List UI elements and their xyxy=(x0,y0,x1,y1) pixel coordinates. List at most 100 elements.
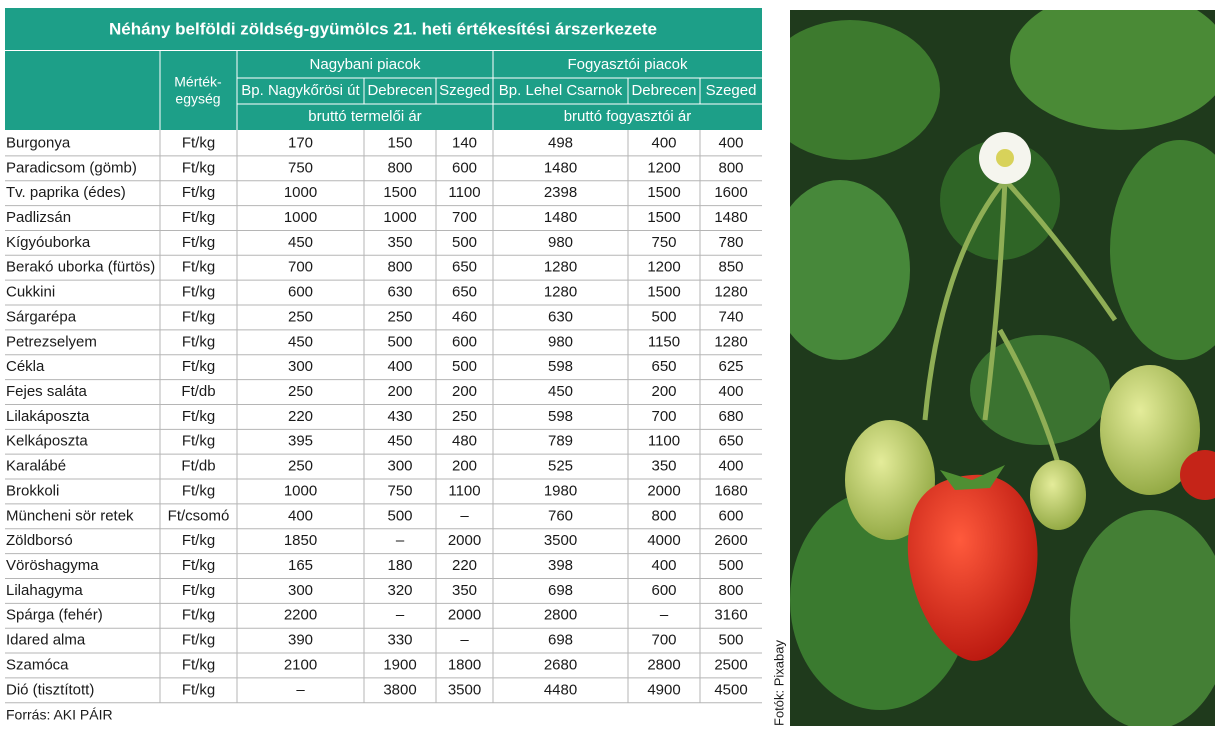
price: 250 xyxy=(288,308,313,325)
price: 1480 xyxy=(544,159,577,176)
item-name: Berakó uborka (fürtös) xyxy=(6,259,155,276)
price: 600 xyxy=(288,284,313,301)
price: 300 xyxy=(288,582,313,599)
item-name: Cukkini xyxy=(6,284,55,301)
price: – xyxy=(396,532,405,549)
price: 625 xyxy=(718,358,743,375)
price: 2800 xyxy=(544,607,577,624)
price: 400 xyxy=(387,358,412,375)
group-header: Fogyasztói piacok xyxy=(567,56,688,73)
item-name: Sárgarépa xyxy=(6,308,77,325)
price: 3500 xyxy=(448,681,481,698)
item-name: Karalábé xyxy=(6,458,66,475)
column-header: Szeged xyxy=(439,82,490,99)
price: 698 xyxy=(548,582,573,599)
price: 2000 xyxy=(448,532,481,549)
unit: Ft/kg xyxy=(182,358,215,375)
item-name: Tv. paprika (édes) xyxy=(6,184,126,201)
price: 398 xyxy=(548,557,573,574)
price: 598 xyxy=(548,408,573,425)
price: 150 xyxy=(387,134,412,151)
price: 1280 xyxy=(714,333,747,350)
price: 700 xyxy=(288,259,313,276)
unit: Ft/db xyxy=(181,383,215,400)
price: 980 xyxy=(548,333,573,350)
price: 3500 xyxy=(544,532,577,549)
price: 1680 xyxy=(714,482,747,499)
price: – xyxy=(660,607,669,624)
price: 350 xyxy=(452,582,477,599)
price: 330 xyxy=(387,632,412,649)
price: 250 xyxy=(288,383,313,400)
price: 1800 xyxy=(448,656,481,673)
price: – xyxy=(296,681,305,698)
price: 980 xyxy=(548,234,573,251)
unit: Ft/kg xyxy=(182,607,215,624)
price: 850 xyxy=(718,259,743,276)
price: – xyxy=(460,507,469,524)
photo-credit: Fotók: Pixabay xyxy=(771,640,786,726)
price: 2000 xyxy=(448,607,481,624)
price: 650 xyxy=(651,358,676,375)
unit: Ft/kg xyxy=(182,159,215,176)
price: 350 xyxy=(651,458,676,475)
unit: Ft/kg xyxy=(182,234,215,251)
price: 500 xyxy=(452,234,477,251)
price: 698 xyxy=(548,632,573,649)
price: 200 xyxy=(651,383,676,400)
price: 1980 xyxy=(544,482,577,499)
price: 800 xyxy=(651,507,676,524)
unit: Ft/kg xyxy=(182,333,215,350)
price: 750 xyxy=(651,234,676,251)
unit: Ft/csomó xyxy=(168,507,230,524)
price: 1000 xyxy=(284,482,317,499)
price: 800 xyxy=(387,159,412,176)
price: 700 xyxy=(651,632,676,649)
unit: Ft/kg xyxy=(182,408,215,425)
price: 2000 xyxy=(647,482,680,499)
unit-header: Mérték- xyxy=(174,74,222,90)
price: 2800 xyxy=(647,656,680,673)
source: Forrás: AKI PÁIR xyxy=(6,707,113,723)
price: 630 xyxy=(548,308,573,325)
unit: Ft/kg xyxy=(182,284,215,301)
price: 650 xyxy=(452,259,477,276)
price: 1280 xyxy=(544,284,577,301)
price: 4480 xyxy=(544,681,577,698)
price: 2100 xyxy=(284,656,317,673)
price: 800 xyxy=(718,159,743,176)
price: 1200 xyxy=(647,259,680,276)
price: 1000 xyxy=(284,184,317,201)
price: 400 xyxy=(288,507,313,524)
item-name: Lilakáposzta xyxy=(6,408,90,425)
column-header: Bp. Lehel Csarnok xyxy=(499,82,623,99)
unit: Ft/kg xyxy=(182,557,215,574)
unit: Ft/kg xyxy=(182,656,215,673)
price: 390 xyxy=(288,632,313,649)
price: 2200 xyxy=(284,607,317,624)
title-bar xyxy=(5,8,762,50)
price-type: bruttó termelői ár xyxy=(308,108,421,125)
item-name: Burgonya xyxy=(6,134,71,151)
price: 250 xyxy=(452,408,477,425)
price: 600 xyxy=(651,582,676,599)
item-name: Szamóca xyxy=(6,656,69,673)
price: 800 xyxy=(718,582,743,599)
price: 450 xyxy=(387,433,412,450)
unit: Ft/kg xyxy=(182,209,215,226)
unit: Ft/kg xyxy=(182,482,215,499)
price: 1500 xyxy=(647,284,680,301)
item-name: Kelkáposzta xyxy=(6,433,88,450)
unit: Ft/kg xyxy=(182,532,215,549)
price: 600 xyxy=(718,507,743,524)
price: 500 xyxy=(387,507,412,524)
price: 740 xyxy=(718,308,743,325)
price: 460 xyxy=(452,308,477,325)
group-header: Nagybani piacok xyxy=(310,56,421,73)
price: 498 xyxy=(548,134,573,151)
price: 1280 xyxy=(714,284,747,301)
price: 300 xyxy=(288,358,313,375)
item-name: Dió (tisztított) xyxy=(6,681,94,698)
price: 500 xyxy=(718,557,743,574)
